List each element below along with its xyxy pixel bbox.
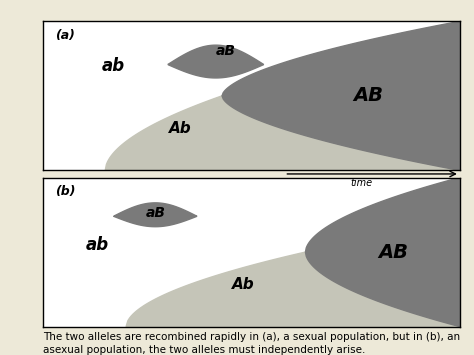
Polygon shape	[305, 178, 460, 327]
Polygon shape	[114, 203, 197, 227]
Text: AB: AB	[378, 242, 408, 262]
Polygon shape	[222, 21, 460, 170]
Text: (b): (b)	[55, 185, 76, 198]
Polygon shape	[168, 45, 264, 78]
Text: ab: ab	[102, 57, 125, 75]
Polygon shape	[126, 252, 460, 327]
Text: aB: aB	[146, 206, 165, 220]
Text: time: time	[351, 178, 373, 188]
Text: AB: AB	[353, 86, 383, 105]
Text: Ab: Ab	[169, 121, 191, 136]
Text: ab: ab	[85, 236, 109, 253]
Polygon shape	[105, 96, 460, 170]
Text: Ab: Ab	[232, 277, 254, 293]
Text: aB: aB	[216, 44, 236, 58]
Text: The two alleles are recombined rapidly in (a), a sexual population, but in (b), : The two alleles are recombined rapidly i…	[43, 332, 460, 355]
Text: (a): (a)	[55, 29, 75, 42]
